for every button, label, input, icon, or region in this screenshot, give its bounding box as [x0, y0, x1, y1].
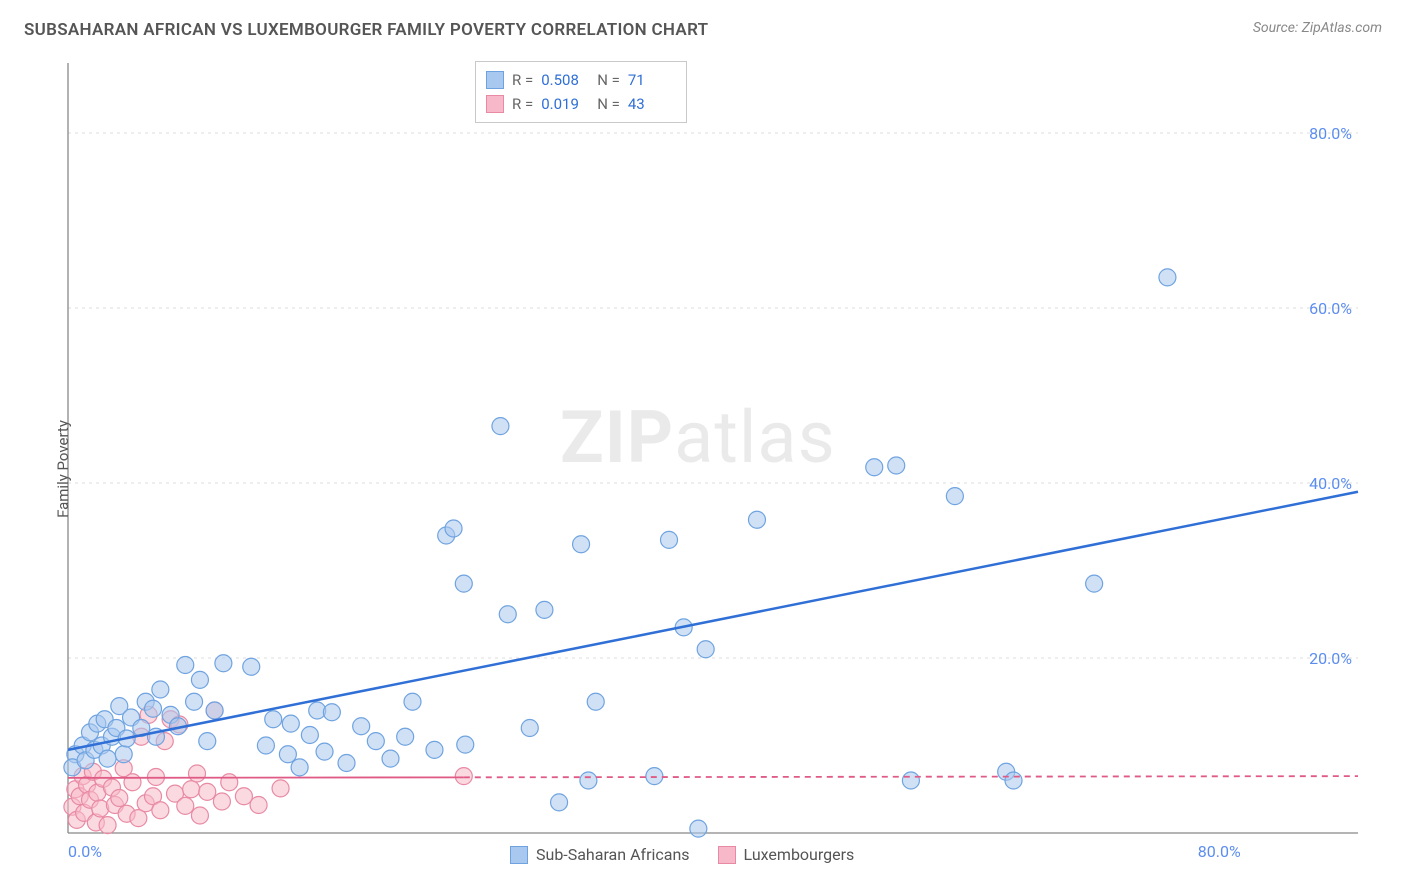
swatch-ssa	[486, 71, 504, 89]
legend-label-ssa: Sub-Saharan Africans	[536, 845, 690, 864]
n-value-ssa: 71	[628, 68, 676, 92]
r-value-ssa: 0.508	[541, 68, 589, 92]
source-name: ZipAtlas.com	[1302, 20, 1382, 36]
header: SUBSAHARAN AFRICAN VS LUXEMBOURGER FAMIL…	[0, 0, 1406, 40]
source-prefix: Source:	[1253, 20, 1302, 36]
n-label: N =	[597, 68, 620, 92]
svg-text:80.0%: 80.0%	[1309, 124, 1352, 143]
legend-label-lux: Luxembourgers	[744, 845, 855, 864]
series-legend: Sub-Saharan Africans Luxembourgers	[510, 845, 854, 864]
n-label: N =	[597, 92, 620, 116]
stat-row-ssa: R = 0.508 N = 71	[486, 68, 676, 92]
legend-swatch-ssa	[510, 846, 528, 864]
legend-item-ssa: Sub-Saharan Africans	[510, 845, 690, 864]
r-value-lux: 0.019	[541, 92, 589, 116]
correlation-stats-box: R = 0.508 N = 71 R = 0.019 N = 43	[475, 61, 687, 123]
chart-title: SUBSAHARAN AFRICAN VS LUXEMBOURGER FAMIL…	[24, 20, 708, 40]
svg-text:60.0%: 60.0%	[1309, 299, 1352, 318]
y-axis-label: Family Poverty	[54, 420, 72, 518]
svg-text:40.0%: 40.0%	[1309, 474, 1352, 493]
source-attribution: Source: ZipAtlas.com	[1253, 20, 1382, 36]
chart-area: Family Poverty ZIPatlas 20.0%40.0%60.0%8…	[20, 55, 1396, 882]
r-label: R =	[512, 92, 533, 116]
scatter-plot: 20.0% 40.0% 60.0% 80.0% 0.0% 80.0%	[20, 55, 1396, 882]
stat-row-lux: R = 0.019 N = 43	[486, 92, 676, 116]
legend-item-lux: Luxembourgers	[718, 845, 855, 864]
n-value-lux: 43	[628, 92, 676, 116]
r-label: R =	[512, 68, 533, 92]
svg-text:80.0%: 80.0%	[1198, 842, 1241, 861]
svg-text:0.0%: 0.0%	[68, 842, 102, 861]
legend-swatch-lux	[718, 846, 736, 864]
swatch-lux	[486, 95, 504, 113]
svg-text:20.0%: 20.0%	[1309, 649, 1352, 668]
